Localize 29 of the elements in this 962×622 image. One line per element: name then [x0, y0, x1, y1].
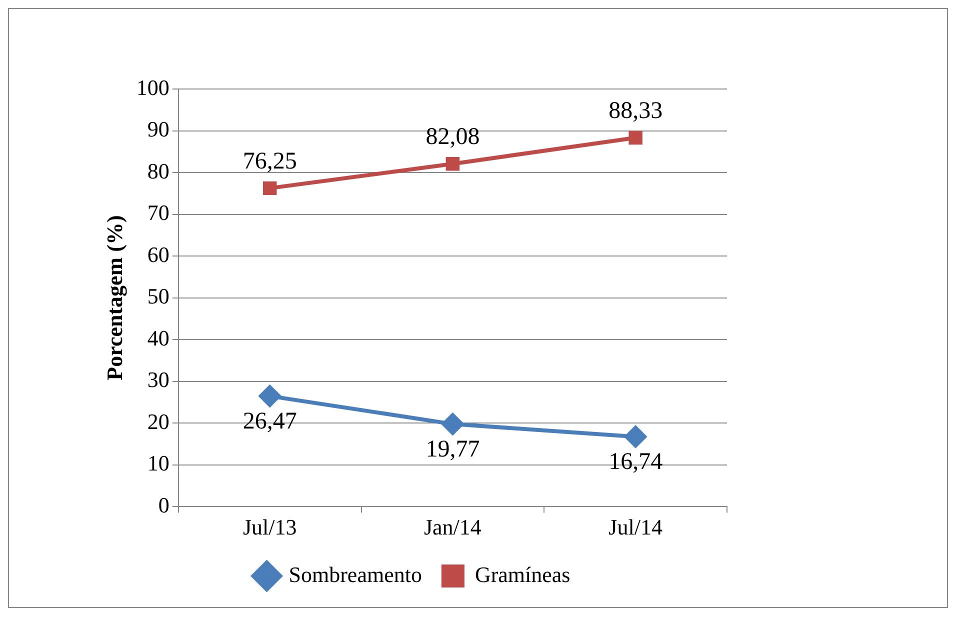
x-tick-label: Jul/14: [608, 514, 662, 540]
x-tick-label: Jul/13: [242, 514, 297, 540]
point: [628, 130, 642, 145]
point: [624, 425, 648, 448]
y-tick-label: 10: [147, 450, 170, 476]
x-tick-label: Jan/14: [424, 514, 482, 540]
point: [262, 181, 277, 196]
data-label: 19,77: [426, 436, 480, 462]
legend-label: Gramíneas: [474, 562, 570, 587]
data-label: 88,33: [608, 98, 663, 124]
y-tick-label: 0: [158, 492, 170, 518]
point: [441, 412, 464, 436]
y-tick-label: 40: [147, 325, 170, 350]
data-label: 82,08: [426, 124, 480, 150]
y-tick-label: 50: [147, 284, 170, 309]
y-axis-title: Porcentagem (%): [102, 215, 127, 380]
y-tick-label: 90: [147, 116, 170, 142]
point: [258, 384, 282, 408]
legend-label: Sombreamento: [288, 562, 422, 587]
y-tick-label: 30: [147, 367, 170, 392]
data-label: 26,47: [242, 408, 297, 434]
y-tick-label: 80: [147, 158, 170, 184]
data-label: 76,25: [242, 148, 297, 174]
y-tick-label: 60: [147, 242, 170, 267]
y-tick-label: 70: [147, 200, 170, 226]
y-tick-label: 100: [136, 74, 170, 100]
y-tick-label: 20: [147, 408, 170, 434]
point: [446, 156, 460, 171]
data-label: 16,74: [608, 448, 663, 475]
